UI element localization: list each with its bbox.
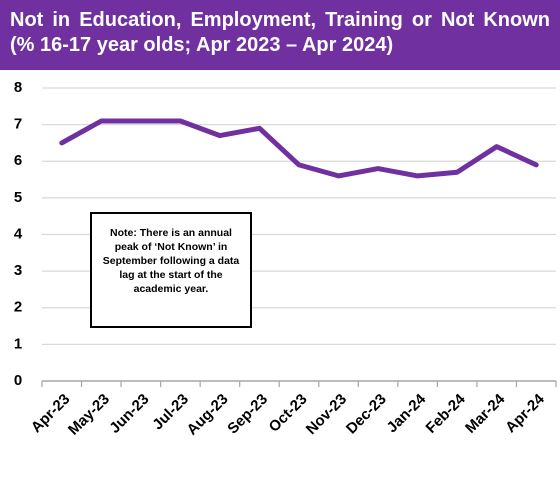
x-tick-label: Jan-24 (384, 390, 430, 436)
x-tick-label: Jun-23 (106, 391, 152, 437)
chart-title: Not in Education, Employment, Training o… (0, 0, 560, 70)
x-tick-label: Dec-23 (343, 391, 390, 438)
y-tick-label: 8 (14, 79, 22, 96)
y-tick-label: 0 (14, 372, 22, 389)
x-tick-label: Sep-23 (224, 391, 271, 438)
data-line (59, 118, 539, 179)
y-tick-label: 2 (14, 299, 22, 316)
x-tick-label: Feb-24 (423, 390, 470, 437)
y-tick-label: 4 (14, 225, 23, 242)
y-tick-label: 7 (14, 116, 22, 133)
annotation: Note: There is an annual peak of ‘Not Kn… (90, 212, 252, 328)
y-tick-label: 5 (14, 189, 22, 206)
y-tick-label: 3 (14, 262, 22, 279)
x-tick-label: Nov-23 (303, 391, 350, 438)
x-tick-label: Mar-24 (462, 390, 509, 437)
x-tick-label: Apr-24 (502, 390, 548, 436)
y-tick-label: 1 (14, 335, 22, 352)
x-tick-label: Aug-23 (184, 391, 232, 439)
y-tick-label: 6 (14, 152, 22, 169)
x-tick-label: May-23 (65, 391, 113, 439)
x-tick-label: Oct-23 (266, 391, 311, 436)
